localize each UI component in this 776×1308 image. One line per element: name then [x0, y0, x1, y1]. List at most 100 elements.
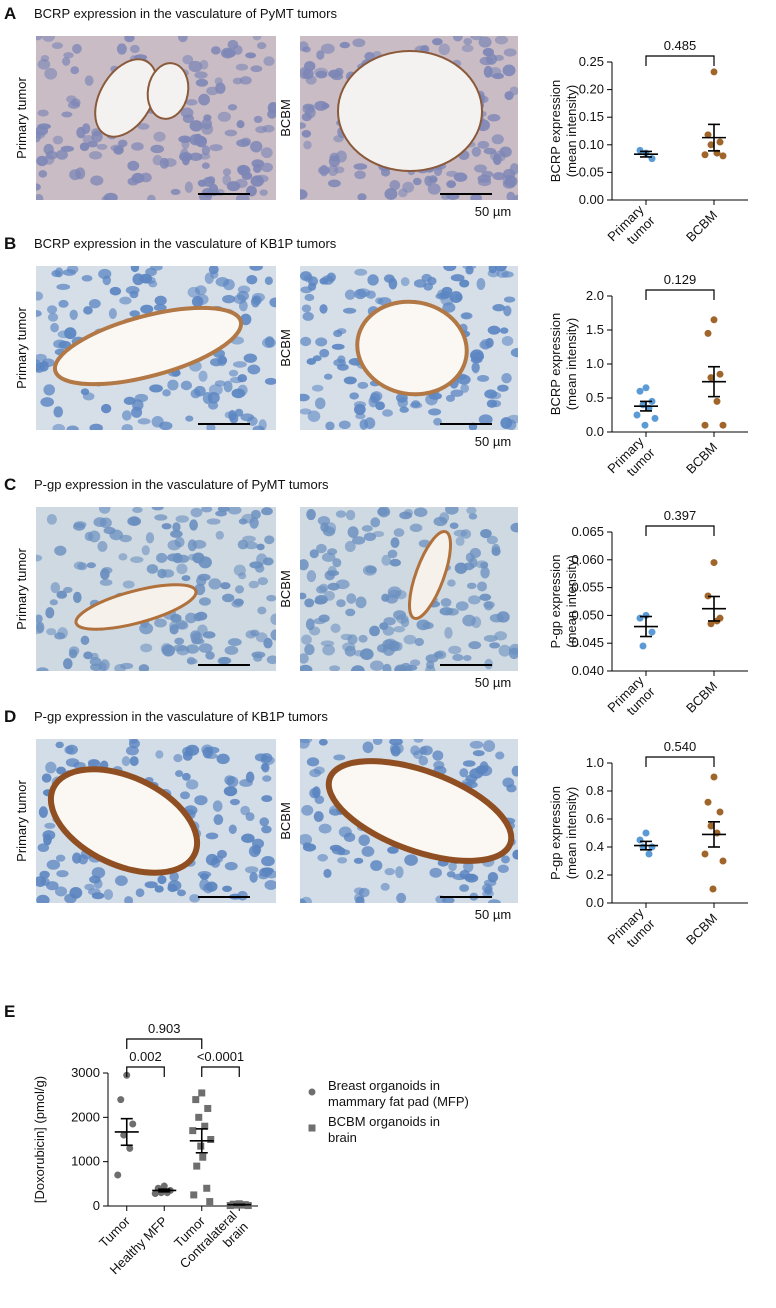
- nucleus: [37, 59, 51, 70]
- nucleus: [389, 742, 404, 755]
- nucleus: [194, 285, 207, 296]
- nucleus: [270, 613, 276, 625]
- nucleus: [232, 77, 243, 85]
- nucleus: [167, 883, 178, 893]
- nucleus: [240, 805, 250, 816]
- y-tick-label: 0.040: [571, 663, 604, 678]
- nucleus: [465, 774, 478, 783]
- nucleus: [327, 570, 340, 577]
- data-point: [201, 1122, 209, 1130]
- data-point: [193, 1162, 201, 1170]
- nucleus: [208, 266, 219, 275]
- nucleus: [457, 374, 471, 385]
- nucleus: [432, 38, 443, 46]
- nucleus: [442, 302, 456, 313]
- nucleus: [448, 645, 462, 655]
- panel-heading: BCRP expression in the vasculature of Py…: [34, 6, 337, 21]
- nucleus: [304, 293, 315, 302]
- nucleus: [54, 545, 67, 556]
- nucleus: [223, 380, 233, 393]
- nucleus: [198, 93, 210, 106]
- nucleus: [380, 168, 391, 177]
- nucleus: [72, 591, 82, 603]
- nucleus: [467, 595, 481, 605]
- nucleus: [352, 536, 366, 545]
- nucleus: [323, 373, 333, 380]
- nucleus: [486, 535, 498, 545]
- nucleus: [466, 507, 477, 515]
- nucleus: [492, 153, 502, 166]
- nucleus: [180, 380, 192, 391]
- y-tick-label: 0: [93, 1198, 100, 1213]
- nucleus: [167, 539, 182, 551]
- nucleus: [56, 283, 71, 291]
- p-value: 0.129: [664, 272, 697, 287]
- nucleus: [202, 392, 213, 404]
- nucleus: [245, 771, 255, 783]
- nucleus: [429, 867, 442, 878]
- nucleus: [314, 397, 326, 410]
- nucleus: [244, 866, 259, 874]
- nucleus: [189, 120, 203, 132]
- nucleus: [182, 772, 191, 781]
- nucleus: [170, 530, 183, 538]
- nucleus: [161, 523, 172, 530]
- data-point: [120, 1131, 128, 1139]
- nucleus: [129, 44, 140, 54]
- nucleus: [236, 290, 250, 302]
- nucleus: [54, 886, 68, 897]
- vessel: [337, 50, 483, 172]
- nucleus: [245, 812, 255, 821]
- nucleus: [314, 67, 328, 76]
- nucleus: [252, 36, 262, 41]
- nucleus: [387, 549, 398, 559]
- data-point: [716, 808, 724, 816]
- y-tick-label: 0.055: [571, 580, 604, 595]
- x-tick-label: Contralateralbrain: [177, 1208, 251, 1282]
- nucleus: [217, 507, 230, 513]
- nucleus: [44, 822, 56, 829]
- nucleus: [201, 123, 214, 135]
- nucleus: [61, 56, 71, 66]
- nucleus: [197, 573, 211, 581]
- nucleus: [84, 883, 95, 891]
- nucleus: [119, 296, 132, 305]
- nucleus: [337, 857, 348, 864]
- nucleus: [340, 633, 353, 641]
- x-tick-label: BCBM: [683, 911, 720, 948]
- nucleus: [63, 658, 73, 670]
- image-label: BCBM: [278, 99, 293, 137]
- nucleus: [64, 746, 74, 755]
- nucleus: [410, 400, 421, 408]
- nucleus: [206, 518, 221, 525]
- nucleus: [319, 277, 329, 285]
- nucleus: [51, 42, 63, 49]
- nucleus: [314, 594, 328, 605]
- nucleus: [47, 312, 59, 322]
- nucleus: [238, 572, 247, 580]
- image-label: Primary tumor: [14, 77, 29, 159]
- nucleus: [343, 376, 357, 385]
- nucleus: [413, 279, 427, 288]
- y-tick-label: 0.060: [571, 552, 604, 567]
- nucleus: [353, 163, 368, 170]
- nucleus: [326, 272, 336, 283]
- nucleus: [495, 751, 505, 760]
- group: [633, 384, 659, 429]
- nucleus: [52, 135, 64, 145]
- y-tick-label: 0.4: [586, 839, 604, 854]
- comparison-bracket: [201, 1066, 240, 1077]
- nucleus: [261, 507, 273, 516]
- nucleus: [390, 537, 400, 549]
- legend-label: Breast organoids in mammary fat pad (MFP): [328, 1078, 469, 1109]
- nucleus: [208, 183, 219, 196]
- nucleus: [445, 507, 459, 515]
- data-point: [701, 151, 709, 159]
- nucleus: [492, 304, 506, 312]
- nucleus: [57, 330, 72, 339]
- nucleus: [116, 43, 127, 55]
- nucleus: [453, 529, 468, 537]
- nucleus: [256, 42, 267, 50]
- nucleus: [169, 871, 179, 882]
- nucleus: [42, 830, 56, 841]
